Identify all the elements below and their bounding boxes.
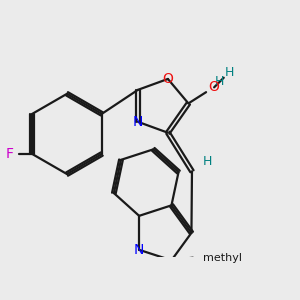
Text: H: H <box>224 66 234 79</box>
Text: O: O <box>162 72 173 86</box>
Text: N: N <box>133 115 143 129</box>
Text: O: O <box>209 80 220 94</box>
Text: F: F <box>5 147 14 161</box>
Text: H: H <box>215 76 224 88</box>
Text: methyl: methyl <box>202 253 242 263</box>
Text: N: N <box>134 243 144 257</box>
Text: H: H <box>202 155 212 168</box>
